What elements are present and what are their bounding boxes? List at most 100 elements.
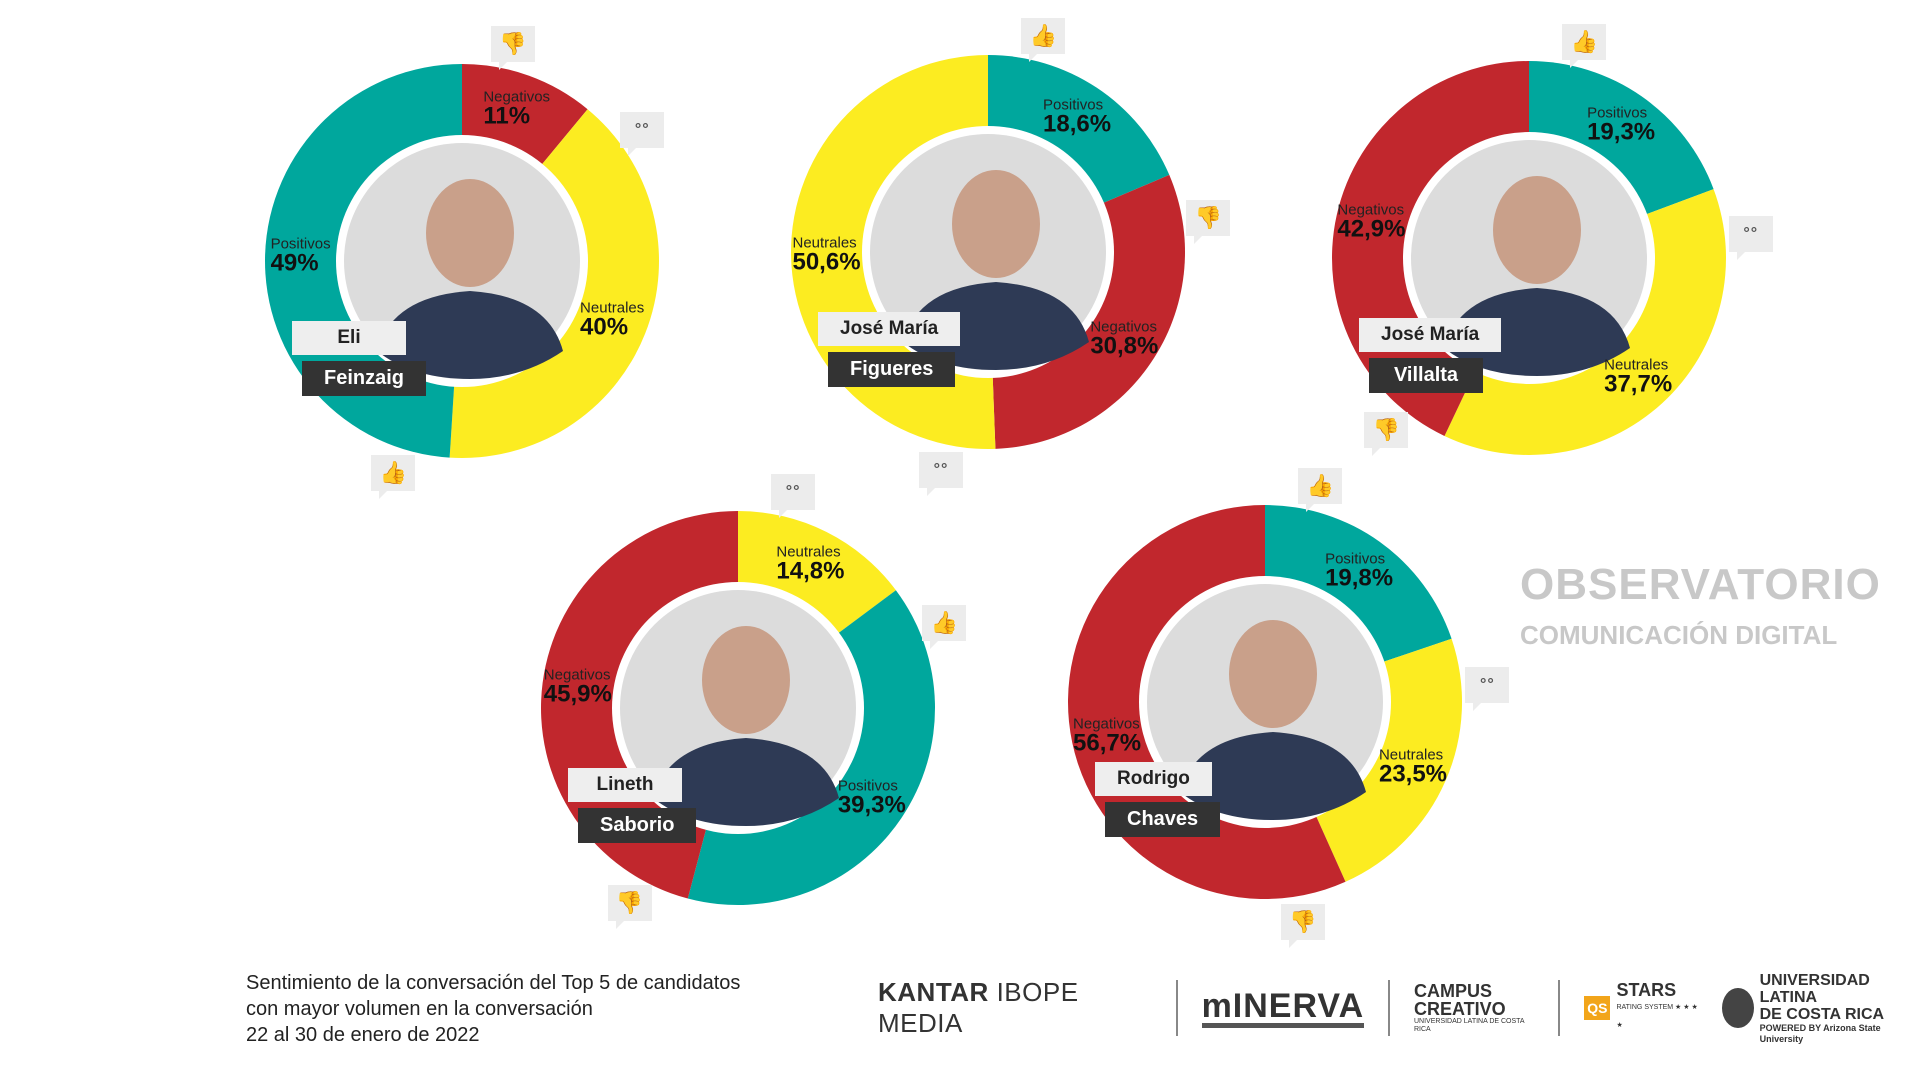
neutral-face-icon: °°	[1465, 666, 1510, 711]
value-label: 19,8%	[1325, 564, 1394, 592]
value-label: 18,6%	[1043, 110, 1112, 138]
donut-feinzaig: 👎 Negativos 11% °° Neutrales 40% 👍 Positivos 49%…	[202, 1, 722, 521]
globe-icon	[1721, 988, 1754, 1028]
donut-saborio: °° Neutrales 14,8% 👍 Positivos 39,3% 👎 Negativo…	[478, 448, 998, 968]
candidate-last-name: Figueres	[828, 352, 956, 387]
data-label: Negativos 45,9%	[544, 668, 612, 707]
data-label: Neutrales 50,6%	[792, 236, 860, 275]
thumbs-up-icon: 👍	[922, 605, 967, 650]
neutral-face-icon: °°	[771, 473, 816, 518]
category-label: Negativos	[1073, 715, 1140, 733]
thumbs-down-icon: 👎	[1186, 200, 1231, 245]
category-label: Negativos	[483, 88, 551, 106]
watermark: OBSERVATORIO	[1520, 560, 1881, 609]
person-head	[1493, 176, 1581, 284]
watermark-sub: COMUNICACIÓN DIGITAL	[1520, 620, 1838, 650]
person-head	[1229, 620, 1317, 728]
value-label: 45,9%	[543, 680, 612, 708]
category-label: Neutrales	[776, 543, 841, 561]
candidate-last-name: Saborio	[578, 808, 697, 843]
thumbs-up-icon: 👍	[1562, 23, 1607, 68]
category-label: Neutrales	[1604, 356, 1669, 374]
data-label: Negativos 42,9%	[1337, 203, 1405, 242]
thumbs-up-icon: 👍	[371, 455, 416, 500]
donut-figueres: 👍 Positivos 18,6% 👎 Negativos 30,8% °° Neutrale…	[728, 0, 1248, 512]
category-label: Negativos	[1337, 201, 1405, 219]
category-label: Positivos	[1325, 550, 1386, 568]
candidate-first-name: Eli	[292, 321, 406, 355]
neutral-face-icon: °°	[1728, 216, 1773, 261]
qs-stars-logo: QS STARS RATING SYSTEM ★ ★ ★ ★	[1584, 981, 1698, 1035]
data-label: Positivos 18,6%	[1043, 98, 1111, 137]
divider	[1388, 980, 1390, 1036]
value-label: 30,8%	[1090, 332, 1159, 360]
person-body	[903, 282, 1089, 370]
category-label: Neutrales	[1378, 746, 1444, 764]
value-label: 42,9%	[1337, 215, 1406, 243]
data-label: Negativos 30,8%	[1090, 319, 1158, 358]
candidate-first-name: José María	[1359, 318, 1502, 352]
value-label: 23,5%	[1378, 760, 1448, 788]
candidate-first-name: José María	[818, 312, 961, 346]
data-label: Positivos 19,8%	[1325, 551, 1393, 590]
value-label: 19,3%	[1587, 118, 1656, 146]
value-label: 39,3%	[837, 791, 906, 819]
category-label: Negativos	[543, 666, 611, 684]
caption-line-1: Sentimiento de la conversación del Top 5…	[246, 972, 741, 994]
donut-villalta: 👍 Positivos 19,3% °° Neutrales 37,7% 👎 Negativo…	[1269, 0, 1789, 518]
data-label: Neutrales 40%	[580, 301, 644, 340]
value-label: 11%	[483, 102, 531, 130]
partner-logos: KANTAR IBOPE MEDIA mINERVA CAMPUS CREATIV…	[878, 972, 1920, 1044]
value-label: 40%	[580, 313, 629, 341]
minerva-logo: mINERVA	[1201, 989, 1365, 1028]
divider	[1558, 980, 1561, 1036]
candidate-first-name: Lineth	[568, 768, 682, 802]
data-label: Negativos 56,7%	[1073, 716, 1141, 755]
candidate-last-name: Villalta	[1369, 358, 1483, 393]
data-label: Positivos 19,3%	[1587, 106, 1655, 145]
neutral-face-icon: °°	[620, 111, 665, 156]
data-label: Positivos 39,3%	[838, 779, 906, 818]
thumbs-up-icon: 👍	[1298, 467, 1343, 512]
value-label: 50,6%	[792, 248, 861, 276]
kantar-logo: KANTAR IBOPE MEDIA	[878, 977, 1079, 1038]
divider	[1175, 980, 1178, 1036]
candidate-first-name: Rodrigo	[1095, 762, 1212, 796]
person-head	[426, 179, 514, 287]
value-label: 14,8%	[776, 557, 845, 585]
person-head	[702, 626, 790, 734]
person-body	[1444, 288, 1630, 376]
category-label: Negativos	[1090, 318, 1158, 336]
universidad-latina-logo: UNIVERSIDAD LATINA DE COSTA RICA POWERED B…	[1721, 972, 1920, 1045]
campus-creativo-logo: CAMPUS CREATIVO UNIVERSIDAD LATINA DE COST…	[1414, 981, 1525, 1033]
thumbs-down-icon: 👎	[607, 884, 652, 929]
data-label: Positivos 49%	[271, 236, 331, 275]
candidate-last-name: Feinzaig	[302, 361, 427, 396]
person-body	[377, 291, 563, 379]
candidate-last-name: Chaves	[1105, 802, 1221, 837]
caption-line-3: 22 al 30 de enero de 2022	[246, 1024, 480, 1046]
data-label: Neutrales 14,8%	[776, 544, 844, 583]
person-head	[952, 170, 1040, 278]
category-label: Positivos	[837, 777, 898, 795]
thumbs-down-icon: 👎	[1364, 411, 1409, 456]
category-label: Neutrales	[792, 234, 857, 252]
thumbs-up-icon: 👍	[1021, 17, 1066, 62]
category-label: Positivos	[1043, 96, 1104, 114]
data-label: Negativos 11%	[483, 90, 550, 129]
category-label: Positivos	[1587, 104, 1648, 122]
category-label: Positivos	[270, 235, 331, 253]
donut-chaves: 👍 Positivos 19,8% °° Neutrales 23,5% 👎 Negativo…	[1005, 442, 1525, 962]
value-label: 49%	[270, 249, 319, 277]
footer-caption: Sentimiento de la conversación del Top 5…	[246, 970, 740, 1048]
data-label: Neutrales 23,5%	[1379, 747, 1447, 786]
value-label: 37,7%	[1604, 370, 1673, 398]
data-label: Neutrales 37,7%	[1604, 358, 1672, 397]
neutral-face-icon: °°	[919, 451, 963, 496]
person-body	[653, 738, 839, 826]
caption-line-2: con mayor volumen en la conversación	[246, 998, 593, 1020]
thumbs-down-icon: 👎	[1280, 903, 1325, 948]
value-label: 56,7%	[1073, 729, 1142, 757]
category-label: Neutrales	[580, 299, 645, 317]
person-body	[1180, 732, 1366, 820]
